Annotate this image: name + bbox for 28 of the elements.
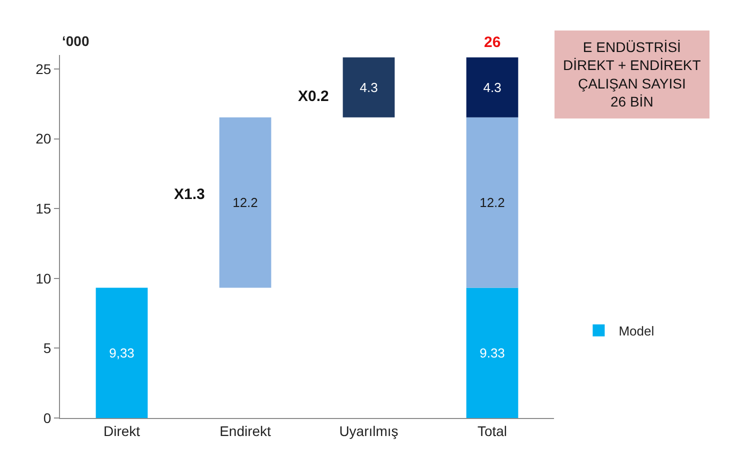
data-label: 9,33 <box>109 345 134 360</box>
bar <box>342 57 395 118</box>
legend-label: Model <box>618 323 654 338</box>
y-tick-label: 5 <box>43 340 52 356</box>
data-label: 4.3 <box>360 80 378 95</box>
y-tick-label: 20 <box>36 130 52 147</box>
y-tick-label: 10 <box>36 270 52 286</box>
data-label: 12.2 <box>480 195 505 210</box>
y-tick-label: 0 <box>43 410 52 426</box>
bar <box>219 117 272 288</box>
y-tick-label: 15 <box>36 200 52 216</box>
x-tick-label: Direkt <box>103 422 140 439</box>
x-tick-label: Endirekt <box>220 422 272 439</box>
data-label: 4.3 <box>483 80 502 95</box>
annotation: X1.3 <box>174 186 205 203</box>
x-tick-label: Uyarılmış <box>339 422 398 439</box>
data-label: 9.33 <box>480 345 505 360</box>
bar <box>466 117 518 288</box>
annotation: X0.2 <box>298 88 329 105</box>
x-tick-label: Total <box>477 422 508 439</box>
data-label: 12.2 <box>232 195 258 210</box>
y-axis-title: ‘000 <box>62 33 90 49</box>
bar <box>466 57 518 118</box>
bar <box>466 288 518 418</box>
text: E ENDÜSTRİSİ DİREKT + ENDİREKT ÇALIŞAN SAYISI 26 BİN <box>563 39 702 110</box>
total-label: 26 <box>484 34 501 51</box>
y-tick-label: 25 <box>36 60 52 77</box>
bar <box>96 288 148 418</box>
